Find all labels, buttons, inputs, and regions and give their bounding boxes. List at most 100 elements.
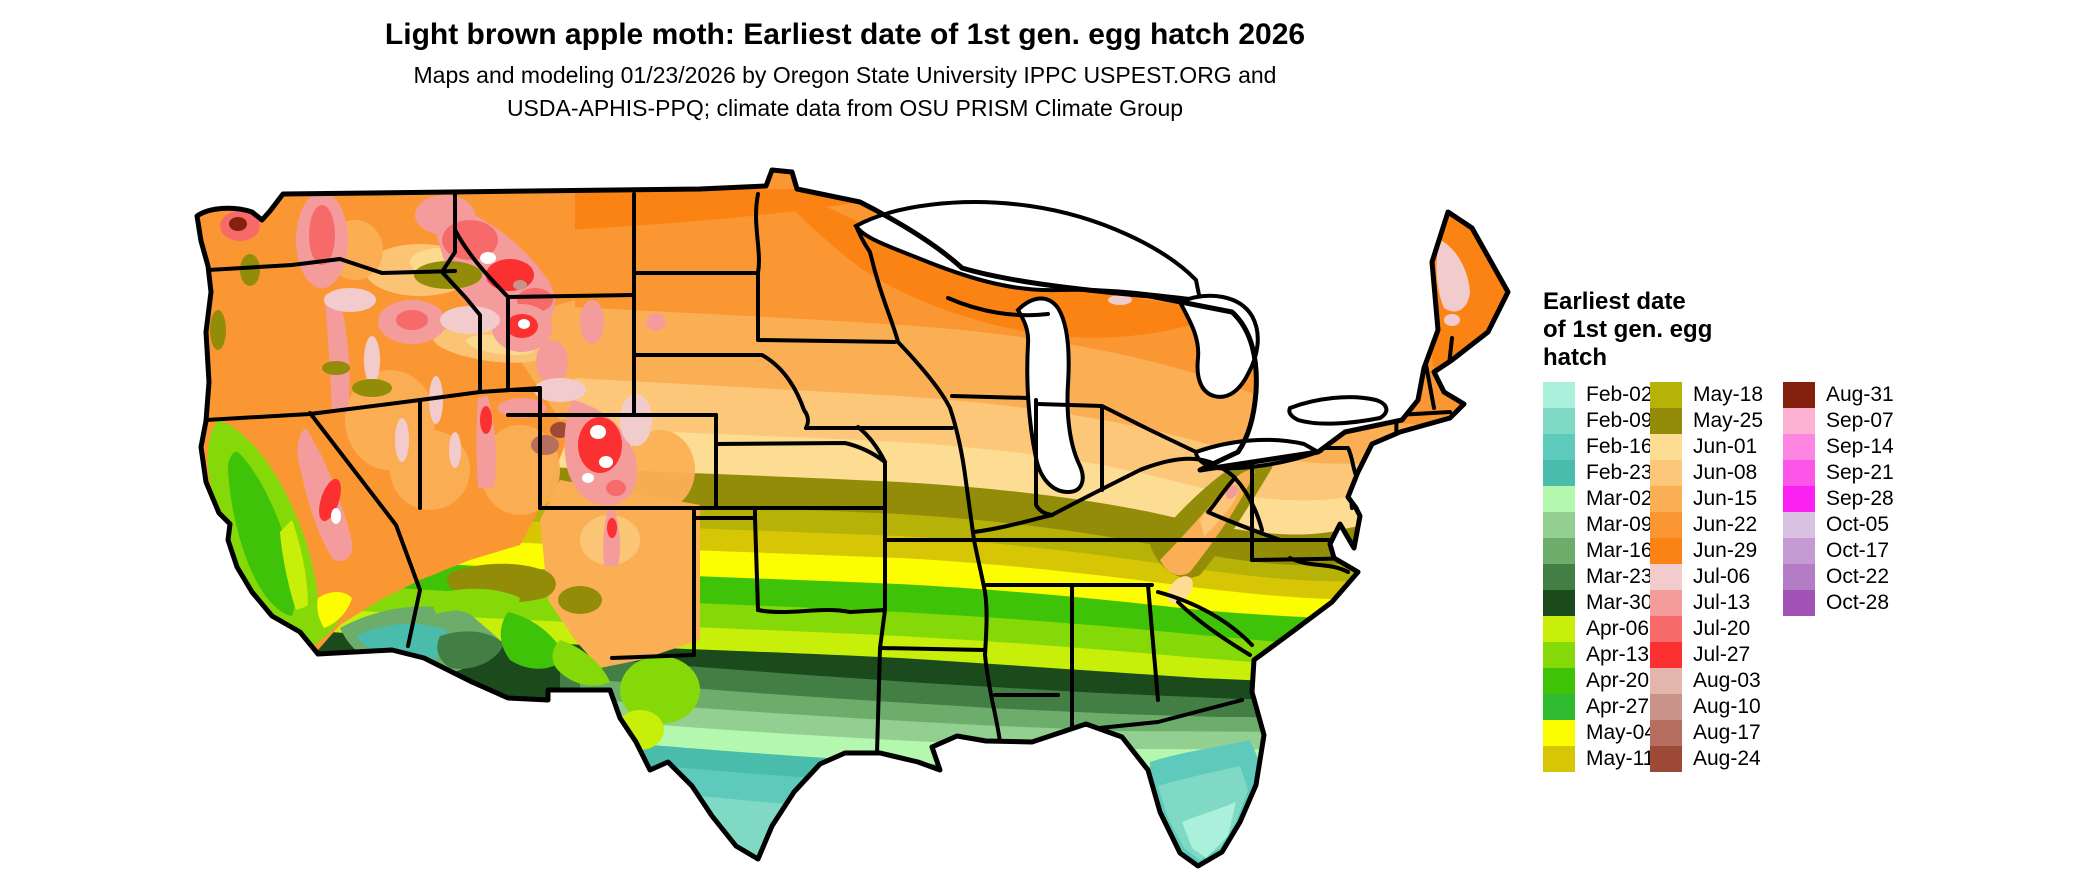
legend-label: Mar-02 [1586,487,1653,510]
page-title: Light brown apple moth: Earliest date of… [384,18,1306,51]
legend-label: Oct-28 [1826,591,1890,614]
legend-swatch [1543,538,1575,564]
legend-swatch [1650,746,1682,772]
legend-entry: Feb-09 [1543,408,1656,434]
legend-label: Apr-13 [1586,643,1650,666]
legend-swatch [1650,512,1682,538]
legend-entry: Jul-06 [1650,564,1763,590]
legend-swatch [1650,408,1682,434]
legend-label: Feb-23 [1586,461,1653,484]
legend-label: Jun-29 [1693,539,1758,562]
legend-swatch [1650,460,1682,486]
legend-entry: Oct-05 [1783,512,1894,538]
florida-teals [1040,740,1264,866]
legend-swatch [1783,564,1815,590]
legend-title: Earliest date of 1st gen. egg hatch [1543,288,1713,371]
legend-entry: Apr-20 [1543,668,1656,694]
legend-label: May-11 [1586,747,1655,770]
legend-label: May-04 [1586,721,1657,744]
legend-label: Jul-06 [1693,565,1751,588]
legend-swatch [1650,668,1682,694]
legend-entry: Feb-16 [1543,434,1656,460]
legend-column-2: May-18 May-25 Jun-01 Jun-08 Jun-15 Jun-22 Jun-… [1650,382,1763,772]
legend-label: Sep-28 [1826,487,1894,510]
legend-entry: Aug-03 [1650,668,1763,694]
legend-label: Jul-13 [1693,591,1751,614]
subtitle-line-2: USDA-APHIS-PPQ; climate data from OSU PR… [506,95,1184,121]
legend-swatch [1543,642,1575,668]
legend-label: Feb-16 [1586,435,1653,458]
legend-entry: Mar-02 [1543,486,1656,512]
legend-label: May-25 [1693,409,1764,432]
legend-entry: Jun-08 [1650,460,1763,486]
legend-entry: Jun-22 [1650,512,1763,538]
legend-swatch [1543,746,1575,772]
legend-entry: Oct-28 [1783,590,1894,616]
legend-entry: Sep-21 [1783,460,1894,486]
legend-swatch [1783,408,1815,434]
legend-label: Oct-17 [1826,539,1890,562]
legend-swatch [1650,616,1682,642]
legend-column-1: Feb-02 Feb-09 Feb-16 Feb-23 Mar-02 Mar-09 Mar-… [1543,382,1656,772]
legend-entry: Jul-20 [1650,616,1763,642]
legend-label: Oct-05 [1826,513,1890,536]
legend-entry: Apr-13 [1543,642,1656,668]
legend-swatch [1543,460,1575,486]
legend-label: Jun-01 [1693,435,1758,458]
legend-swatch [1543,434,1575,460]
legend-swatch [1650,564,1682,590]
legend-swatch [1543,590,1575,616]
legend-swatch [1650,434,1682,460]
legend-entry: Aug-17 [1650,720,1763,746]
legend-label: Mar-30 [1586,591,1653,614]
legend-entry: May-04 [1543,720,1656,746]
legend-swatch [1543,720,1575,746]
legend-swatch [1783,460,1815,486]
legend-entry: Feb-23 [1543,460,1656,486]
legend: Earliest date of 1st gen. egg hatch Feb-… [1543,288,2083,772]
legend-swatch [1650,590,1682,616]
lake-superior [853,200,1203,303]
legend-label: Sep-21 [1826,461,1894,484]
california-greens [207,420,352,652]
legend-label: Apr-06 [1586,617,1650,640]
legend-label: Oct-22 [1826,565,1890,588]
legend-swatch [1650,538,1682,564]
legend-entry: Jul-13 [1650,590,1763,616]
legend-swatch [1783,434,1815,460]
legend-label: Aug-24 [1693,747,1761,770]
legend-swatch [1783,382,1815,408]
legend-entry: May-18 [1650,382,1763,408]
us-outline [194,167,1511,869]
legend-swatch [1783,486,1815,512]
southwest-teals [340,588,610,686]
legend-entry: Sep-28 [1783,486,1894,512]
legend-swatch [1650,694,1682,720]
legend-swatch [1650,486,1682,512]
legend-swatch [1543,616,1575,642]
legend-entry: Mar-09 [1543,512,1656,538]
legend-swatch [1783,590,1815,616]
legend-entry: Jun-15 [1650,486,1763,512]
legend-entry: Mar-30 [1543,590,1656,616]
legend-label: Jul-27 [1693,643,1751,666]
legend-entry: Jun-01 [1650,434,1763,460]
legend-swatch [1543,512,1575,538]
legend-swatch [1543,486,1575,512]
legend-label: Aug-17 [1693,721,1761,744]
legend-entry: Oct-17 [1783,538,1894,564]
legend-swatch [1650,642,1682,668]
state-borders [204,192,1454,755]
legend-entry: Aug-31 [1783,382,1894,408]
legend-entry: Sep-14 [1783,434,1894,460]
legend-entry: Mar-23 [1543,564,1656,590]
legend-entry: Mar-16 [1543,538,1656,564]
legend-entry: Aug-24 [1650,746,1763,772]
legend-label: Jul-20 [1693,617,1751,640]
legend-label: Mar-23 [1586,565,1653,588]
legend-label: Aug-10 [1693,695,1761,718]
legend-entry: Sep-07 [1783,408,1894,434]
legend-label: Apr-27 [1586,695,1650,718]
